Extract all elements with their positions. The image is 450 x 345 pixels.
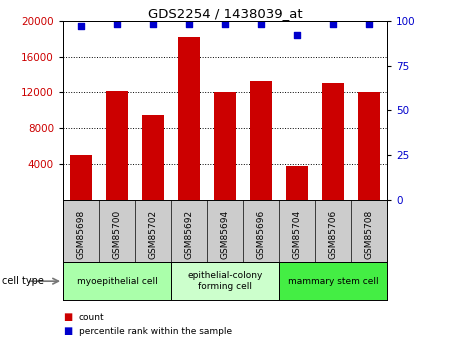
Text: cell type: cell type <box>2 276 44 286</box>
Text: GSM85706: GSM85706 <box>328 209 338 259</box>
Text: GSM85696: GSM85696 <box>256 209 266 259</box>
Point <box>221 21 229 27</box>
Text: GSM85708: GSM85708 <box>364 209 373 259</box>
Text: ■: ■ <box>63 326 72 336</box>
Bar <box>286 166 308 200</box>
Point <box>365 21 373 27</box>
Text: mammary stem cell: mammary stem cell <box>288 277 378 286</box>
Bar <box>171 262 279 300</box>
Bar <box>70 155 92 200</box>
Bar <box>106 91 128 200</box>
Title: GDS2254 / 1438039_at: GDS2254 / 1438039_at <box>148 7 302 20</box>
Bar <box>250 81 272 200</box>
Text: percentile rank within the sample: percentile rank within the sample <box>79 327 232 336</box>
Text: GSM85692: GSM85692 <box>184 209 194 258</box>
Bar <box>142 115 164 200</box>
Bar <box>279 262 387 300</box>
Point <box>77 23 85 29</box>
Text: GSM85700: GSM85700 <box>112 209 122 259</box>
Text: ■: ■ <box>63 313 72 322</box>
Point <box>293 32 301 38</box>
Point <box>257 21 265 27</box>
Text: epithelial-colony
forming cell: epithelial-colony forming cell <box>187 272 263 291</box>
Text: GSM85698: GSM85698 <box>76 209 86 259</box>
Bar <box>322 83 344 200</box>
Text: GSM85702: GSM85702 <box>148 209 157 258</box>
Point <box>149 21 157 27</box>
Text: GSM85694: GSM85694 <box>220 209 230 258</box>
Bar <box>178 37 200 200</box>
Point <box>113 21 121 27</box>
Text: count: count <box>79 313 104 322</box>
Bar <box>358 92 380 200</box>
Point <box>185 21 193 27</box>
Bar <box>214 91 236 200</box>
Text: myoepithelial cell: myoepithelial cell <box>76 277 158 286</box>
Bar <box>63 262 171 300</box>
Text: GSM85704: GSM85704 <box>292 209 302 258</box>
Point <box>329 21 337 27</box>
